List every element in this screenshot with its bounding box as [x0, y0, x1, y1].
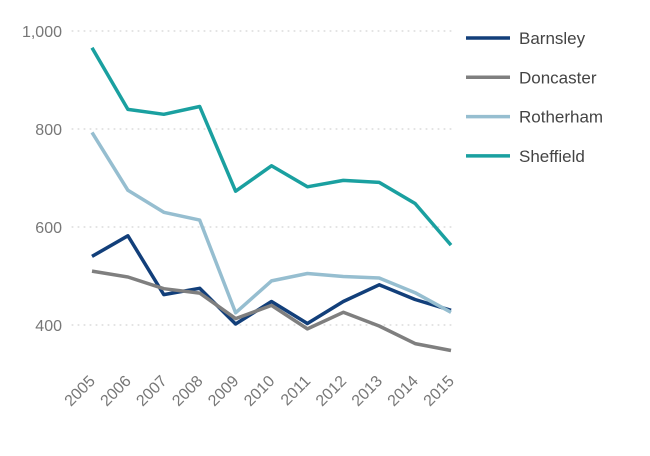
y-tick-label: 1,000 [22, 24, 62, 41]
x-tick-label: 2013 [349, 373, 386, 410]
legend-label-doncaster: Doncaster [519, 68, 597, 87]
x-tick-label: 2009 [205, 373, 242, 410]
series-line-rotherham [90, 131, 452, 315]
grid-lines [71, 30, 453, 326]
x-tick-label: 2012 [313, 373, 350, 410]
y-tick-label: 800 [35, 122, 62, 139]
series-lines [90, 46, 453, 353]
y-tick-label: 600 [35, 220, 62, 237]
y-axis-ticks: 400 600 800 1,000 [22, 24, 62, 335]
y-tick-label: 400 [35, 318, 62, 335]
legend-label-rotherham: Rotherham [519, 108, 603, 127]
x-tick-label: 2007 [133, 373, 170, 410]
x-tick-label: 2014 [385, 373, 422, 410]
series-line-sheffield [90, 46, 453, 247]
legend-label-sheffield: Sheffield [519, 147, 585, 166]
x-tick-label: 2011 [278, 373, 314, 409]
x-tick-label: 2005 [62, 373, 99, 410]
x-tick-label: 2010 [241, 373, 278, 410]
legend: Barnsley Doncaster Rotherham Sheffield [466, 29, 603, 166]
series-line-doncaster [91, 269, 452, 353]
x-tick-label: 2006 [98, 373, 135, 410]
series-line-barnsley [91, 234, 452, 326]
legend-label-barnsley: Barnsley [519, 29, 586, 48]
x-tick-label: 2008 [169, 373, 206, 410]
x-tick-label: 2015 [421, 373, 458, 410]
